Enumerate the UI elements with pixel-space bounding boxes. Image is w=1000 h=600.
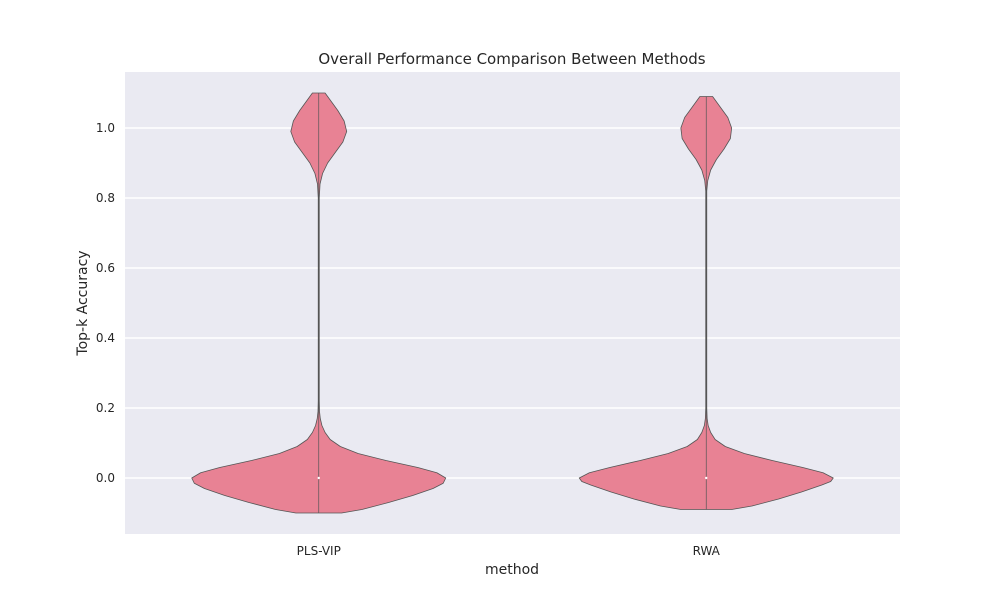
- median-point: [317, 476, 320, 480]
- chart-title: Overall Performance Comparison Between M…: [318, 50, 705, 68]
- x-tick-label: PLS-VIP: [297, 544, 341, 558]
- x-tick-label: RWA: [693, 544, 721, 558]
- y-tick-labels: 0.0 0.2 0.4 0.6 0.8 1.0: [96, 121, 115, 485]
- y-tick-label: 0.2: [96, 401, 115, 415]
- plot-background: [125, 72, 900, 534]
- y-tick-label: 0.6: [96, 261, 115, 275]
- violins: [191, 92, 834, 514]
- x-axis-label: method: [485, 562, 539, 578]
- y-tick-label: 1.0: [96, 121, 115, 135]
- median-point: [705, 476, 708, 480]
- y-axis-label: Top-k Accuracy: [75, 250, 91, 356]
- y-tick-label: 0.0: [96, 471, 115, 485]
- y-tick-label: 0.4: [96, 331, 115, 345]
- x-tick-labels: PLS-VIP RWA: [297, 544, 721, 558]
- y-tick-label: 0.8: [96, 191, 115, 205]
